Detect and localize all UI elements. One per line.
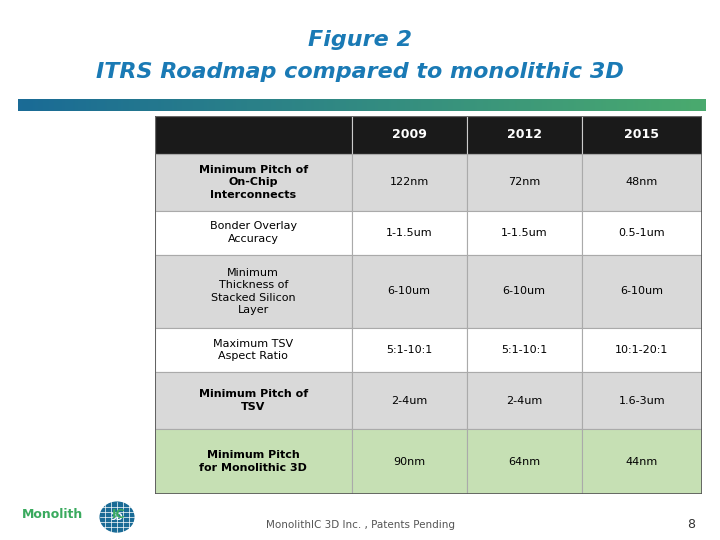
Bar bbox=[467, 116, 582, 154]
Text: 122nm: 122nm bbox=[390, 177, 429, 187]
Bar bbox=[155, 372, 352, 429]
Text: Figure 2: Figure 2 bbox=[308, 30, 412, 50]
Bar bbox=[582, 255, 702, 328]
Text: 72nm: 72nm bbox=[508, 177, 540, 187]
Text: Bonder Overlay
Accuracy: Bonder Overlay Accuracy bbox=[210, 221, 297, 244]
Bar bbox=[155, 328, 352, 372]
Text: IC: IC bbox=[112, 508, 125, 521]
Bar bbox=[582, 116, 702, 154]
Bar bbox=[582, 328, 702, 372]
Text: Minimum Pitch of
TSV: Minimum Pitch of TSV bbox=[199, 389, 308, 412]
Bar bbox=[155, 429, 352, 494]
Text: 6-10um: 6-10um bbox=[621, 286, 663, 296]
Text: Monolith: Monolith bbox=[22, 508, 83, 521]
Text: 2-4um: 2-4um bbox=[391, 396, 428, 406]
Text: 1-1.5um: 1-1.5um bbox=[501, 228, 547, 238]
Bar bbox=[155, 154, 352, 211]
Bar bbox=[155, 255, 352, 328]
Text: 2012: 2012 bbox=[507, 129, 541, 141]
Bar bbox=[352, 154, 467, 211]
Text: 1.6-3um: 1.6-3um bbox=[618, 396, 665, 406]
Text: 0.5-1um: 0.5-1um bbox=[618, 228, 665, 238]
Bar bbox=[467, 154, 582, 211]
Bar bbox=[352, 328, 467, 372]
Circle shape bbox=[100, 502, 134, 532]
Text: Maximum TSV
Aspect Ratio: Maximum TSV Aspect Ratio bbox=[213, 339, 293, 361]
Bar bbox=[155, 211, 352, 255]
Text: ITRS Roadmap compared to monolithic 3D: ITRS Roadmap compared to monolithic 3D bbox=[96, 62, 624, 82]
Bar bbox=[582, 372, 702, 429]
Text: MonolithIC 3D Inc. , Patents Pending: MonolithIC 3D Inc. , Patents Pending bbox=[266, 520, 454, 530]
Text: 6-10um: 6-10um bbox=[503, 286, 546, 296]
Bar bbox=[582, 429, 702, 494]
Text: 90nm: 90nm bbox=[393, 456, 426, 467]
Text: Minimum
Thickness of
Stacked Silicon
Layer: Minimum Thickness of Stacked Silicon Lay… bbox=[211, 268, 296, 315]
Text: 6-10um: 6-10um bbox=[388, 286, 431, 296]
Text: 3D: 3D bbox=[111, 512, 123, 522]
Text: 5:1-10:1: 5:1-10:1 bbox=[501, 345, 547, 355]
Text: 5:1-10:1: 5:1-10:1 bbox=[386, 345, 433, 355]
Text: 8: 8 bbox=[687, 518, 695, 531]
Bar bbox=[467, 372, 582, 429]
Text: 2-4um: 2-4um bbox=[506, 396, 542, 406]
Text: 48nm: 48nm bbox=[626, 177, 658, 187]
Bar bbox=[155, 116, 352, 154]
Bar bbox=[467, 328, 582, 372]
Bar bbox=[467, 255, 582, 328]
Bar bbox=[352, 255, 467, 328]
Bar bbox=[582, 154, 702, 211]
Bar bbox=[352, 211, 467, 255]
Bar bbox=[467, 211, 582, 255]
Bar bbox=[352, 429, 467, 494]
Bar bbox=[582, 211, 702, 255]
Text: 2015: 2015 bbox=[624, 129, 660, 141]
Text: Minimum Pitch of
On-Chip
Interconnects: Minimum Pitch of On-Chip Interconnects bbox=[199, 165, 308, 200]
Bar bbox=[352, 116, 467, 154]
Bar bbox=[352, 372, 467, 429]
Text: 2009: 2009 bbox=[392, 129, 427, 141]
Text: Minimum Pitch
for Monolithic 3D: Minimum Pitch for Monolithic 3D bbox=[199, 450, 307, 472]
Text: 1-1.5um: 1-1.5um bbox=[386, 228, 433, 238]
Text: 10:1-20:1: 10:1-20:1 bbox=[615, 345, 668, 355]
Text: 64nm: 64nm bbox=[508, 456, 540, 467]
Text: 44nm: 44nm bbox=[626, 456, 658, 467]
Bar bbox=[467, 429, 582, 494]
